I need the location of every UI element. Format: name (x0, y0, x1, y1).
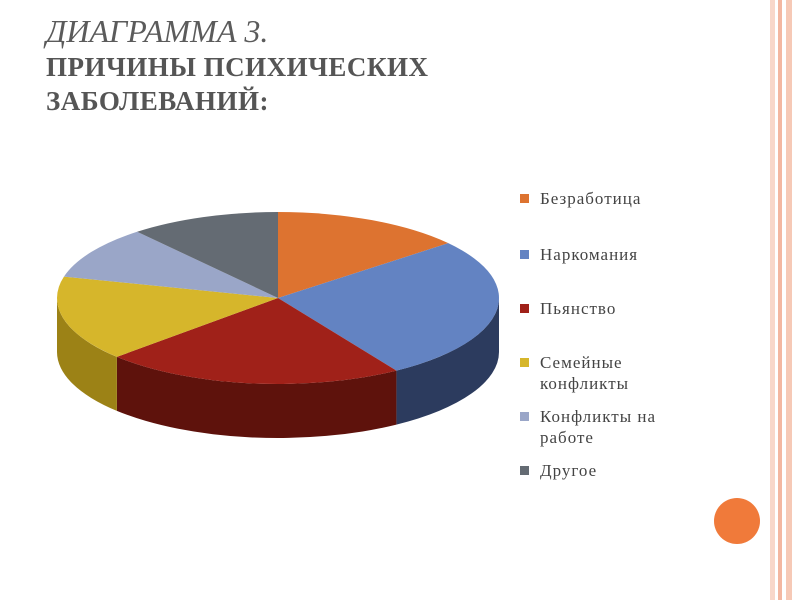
legend-swatch (520, 250, 529, 259)
legend-swatch (520, 358, 529, 367)
pie-slice-side (396, 298, 499, 425)
legend-label: Семейные конфликты (540, 353, 630, 393)
pie-slice (278, 212, 449, 298)
slide-title: ДИАГРАММА 3. ПРИЧИНЫ ПСИХИЧЕСКИХ ЗАБОЛЕВ… (46, 12, 506, 118)
border-stripe (770, 0, 775, 600)
accent-dot (714, 498, 760, 544)
legend-label: Наркомания (540, 245, 639, 264)
legend-label: Пьянство (540, 299, 617, 318)
pie-slice (116, 298, 397, 385)
border-stripe (786, 0, 792, 600)
legend-swatch (520, 304, 529, 313)
legend-label: Конфликты на работе (540, 407, 657, 447)
legend-swatch (520, 194, 529, 203)
legend-label: Другое (540, 461, 598, 480)
right-decorative-border (766, 0, 800, 600)
pie-slice (137, 212, 278, 298)
title-line-3: ЗАБОЛЕВАНИЙ: (46, 86, 270, 116)
pie-slice-side (57, 298, 117, 411)
title-line-1: ДИАГРАММА 3. (46, 13, 269, 49)
border-stripe (778, 0, 782, 600)
legend-label: Безработица (540, 189, 642, 208)
pie-slice-side (116, 356, 397, 438)
legend-swatch (520, 412, 529, 421)
pie-slice (57, 276, 278, 357)
legend-swatch (520, 466, 529, 475)
title-line-2: ПРИЧИНЫ ПСИХИЧЕСКИХ (46, 52, 429, 82)
pie-slice (278, 243, 500, 371)
pie-slice (63, 231, 279, 298)
